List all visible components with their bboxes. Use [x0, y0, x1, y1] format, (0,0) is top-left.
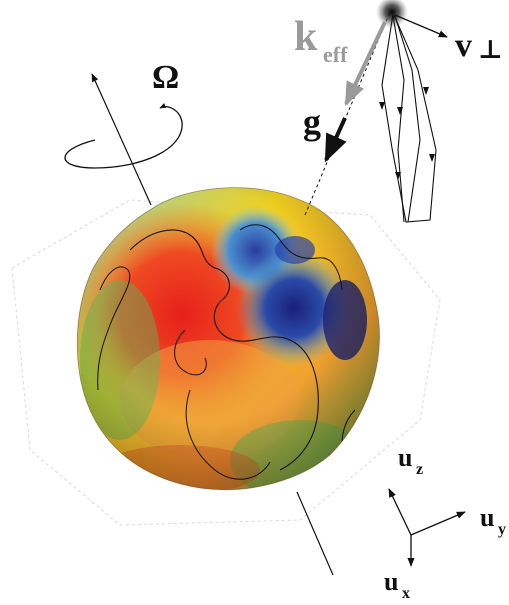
geoid-globe — [76, 187, 380, 491]
svg-text:z: z — [416, 461, 423, 478]
v-perp-arrow — [394, 14, 448, 38]
rotation-axis-bottom — [296, 491, 334, 576]
svg-text:x: x — [402, 585, 410, 602]
svg-text:eff: eff — [323, 42, 348, 67]
gravity-arrow — [324, 117, 347, 163]
svg-text:y: y — [498, 521, 506, 538]
g-label: g — [303, 102, 321, 142]
path-direction-arrows — [379, 87, 435, 180]
trajectory-dashed-line — [304, 11, 391, 216]
atom-cloud-glow-icon — [376, 0, 408, 28]
uy-label: u y — [480, 503, 506, 538]
svg-text:u: u — [398, 443, 412, 472]
keff-arrow — [344, 21, 387, 107]
v-perp-label: v ⊥ — [455, 27, 503, 64]
local-axes — [388, 488, 466, 567]
svg-text:u: u — [384, 567, 398, 596]
svg-text:⊥: ⊥ — [478, 35, 503, 64]
uz-label: u z — [398, 443, 423, 478]
interferometer-paths — [381, 13, 437, 223]
keff-label: k eff — [294, 14, 348, 67]
svg-text:u: u — [480, 503, 494, 532]
rotation-axis-top — [91, 73, 152, 206]
svg-text:v: v — [455, 27, 472, 64]
omega-label: Ω — [152, 59, 179, 96]
svg-text:k: k — [294, 14, 318, 60]
rotation-arrow-icon — [64, 103, 183, 169]
ux-label: u x — [384, 567, 410, 602]
